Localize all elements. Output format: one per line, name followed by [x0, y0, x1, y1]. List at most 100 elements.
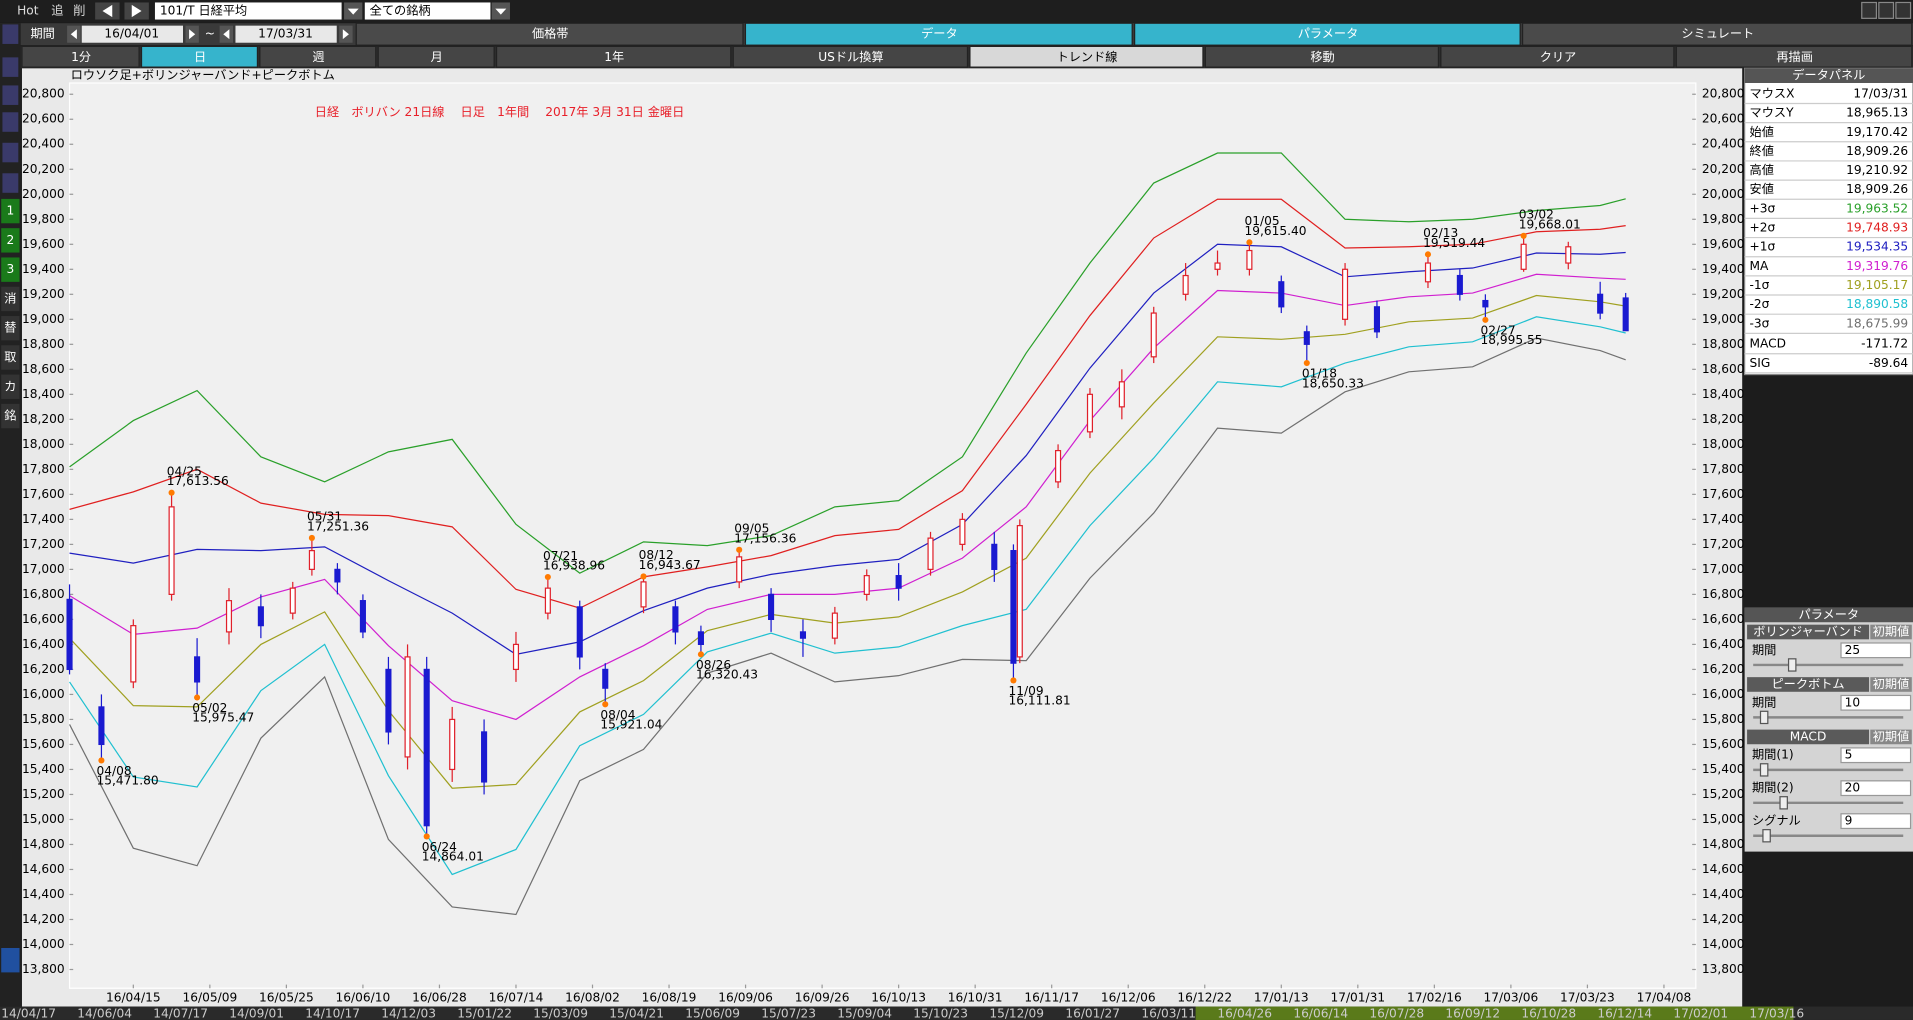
- symbol-combo[interactable]: [154, 2, 342, 20]
- y-tick-label-right: 13,800: [1702, 962, 1745, 976]
- candle-body: [959, 518, 966, 545]
- slider-thumb[interactable]: [1787, 658, 1797, 672]
- sidebar-button[interactable]: [1, 316, 20, 341]
- toolbar-button[interactable]: [1675, 45, 1913, 68]
- timeline-label: 14/04/17: [1, 1006, 56, 1020]
- y-tick-label-right: 20,400: [1702, 137, 1745, 151]
- data-row-value: 18,890.58: [1846, 297, 1908, 311]
- y-tick-label: 18,800: [22, 337, 65, 351]
- peak-price: 15,975.47: [192, 711, 254, 725]
- data-row-label: -1σ: [1750, 278, 1770, 292]
- section-name: ピークボトム: [1772, 677, 1845, 691]
- sidebar-button[interactable]: [1, 286, 20, 312]
- sidebar-button[interactable]: [1, 257, 20, 282]
- candle-body: [257, 606, 264, 627]
- sidebar-icon[interactable]: [2, 173, 19, 193]
- next-icon: [131, 4, 142, 18]
- toolbar-button-label: 日: [194, 50, 206, 64]
- sidebar-icon[interactable]: [2, 142, 19, 163]
- peak-price: 14,864.01: [422, 850, 484, 864]
- slider-thumb[interactable]: [1759, 763, 1769, 777]
- sidebar-icon[interactable]: [2, 57, 19, 77]
- toolbar-button[interactable]: [377, 45, 495, 68]
- y-tick-label-right: 20,800: [1702, 87, 1745, 101]
- toolbar-button[interactable]: [1204, 45, 1440, 68]
- toolbar-button-label: 週: [312, 50, 324, 64]
- param-input[interactable]: [1840, 642, 1912, 659]
- param-input[interactable]: [1840, 747, 1912, 764]
- reset-button[interactable]: [1870, 624, 1912, 640]
- tab[interactable]: [1521, 22, 1913, 46]
- sidebar-icon[interactable]: [2, 112, 19, 132]
- hot-button[interactable]: Hot: [17, 4, 39, 18]
- tab[interactable]: [1134, 22, 1521, 46]
- x-tick-label: 16/10/31: [948, 991, 1003, 1005]
- sidebar-icon[interactable]: [2, 24, 19, 44]
- candle-body: [927, 537, 934, 570]
- date-step-icon: [223, 29, 230, 40]
- sidebar-button[interactable]: [1, 403, 20, 429]
- window-button[interactable]: [1861, 1, 1878, 19]
- toolbar-button-label: 1年: [604, 50, 624, 64]
- tab[interactable]: [744, 22, 1133, 46]
- x-tick-label: 16/09/26: [795, 991, 850, 1005]
- sidebar-icon[interactable]: [2, 85, 19, 105]
- sidebar-label: 消: [4, 291, 16, 305]
- sidebar-label: 替: [4, 321, 16, 335]
- candle-body: [736, 556, 743, 583]
- candle-body: [194, 656, 201, 683]
- tab[interactable]: [355, 22, 744, 46]
- slider-thumb[interactable]: [1779, 796, 1788, 810]
- timeline-label: 16/12/14: [1597, 1006, 1652, 1020]
- y-tick-label: 19,000: [22, 312, 65, 326]
- data-row-value: -89.64: [1869, 356, 1909, 370]
- sidebar-button[interactable]: [1, 198, 20, 224]
- slider-thumb[interactable]: [1759, 710, 1769, 725]
- candle-body: [1182, 274, 1189, 295]
- sidebar-button[interactable]: [1, 374, 20, 399]
- candle-body: [168, 506, 175, 595]
- reset-button[interactable]: [1870, 729, 1912, 745]
- toolbar-button[interactable]: [969, 45, 1204, 68]
- y-tick-label-right: 15,200: [1702, 787, 1745, 801]
- param-input[interactable]: [1840, 813, 1912, 830]
- candle-body: [225, 600, 233, 633]
- sidebar-button[interactable]: [1, 345, 20, 370]
- toolbar-button[interactable]: [495, 45, 732, 68]
- toolbar-button[interactable]: [1440, 45, 1675, 68]
- peak-price: 17,251.36: [307, 519, 369, 533]
- slider-thumb[interactable]: [1762, 829, 1771, 843]
- param-input[interactable]: [1840, 694, 1912, 711]
- universe-combo[interactable]: [364, 2, 491, 20]
- data-row-label: -3σ: [1750, 316, 1770, 330]
- reset-button[interactable]: [1870, 677, 1912, 692]
- data-row-label: MACD: [1750, 337, 1787, 351]
- y-tick-label-right: 14,600: [1702, 862, 1745, 876]
- data-row-value: 18,909.26: [1846, 182, 1908, 196]
- reset-label: 初期値: [1873, 676, 1910, 691]
- section-header: [1747, 729, 1870, 745]
- window-button[interactable]: [1878, 1, 1895, 19]
- y-tick-label: 20,200: [22, 162, 65, 176]
- x-tick-label: 17/04/08: [1637, 991, 1692, 1005]
- timeline-label: 16/10/28: [1521, 1006, 1576, 1020]
- data-row-label: +3σ: [1750, 201, 1776, 215]
- toolbar-button[interactable]: [259, 45, 377, 68]
- toolbar-button[interactable]: [732, 45, 969, 68]
- candle-body: [544, 587, 551, 614]
- date-to[interactable]: [235, 25, 337, 43]
- param-input[interactable]: [1840, 780, 1912, 797]
- sidebar-icon[interactable]: [1, 947, 20, 973]
- timeline-label: 15/04/21: [609, 1006, 664, 1020]
- toolbar-button[interactable]: [140, 45, 259, 68]
- add-button[interactable]: 追: [51, 3, 63, 18]
- delete-button[interactable]: 削: [73, 4, 85, 18]
- window-button[interactable]: [1895, 1, 1912, 19]
- peak-price: 15,471.80: [97, 774, 159, 788]
- peak-price: 17,613.56: [167, 474, 229, 488]
- date-from[interactable]: [81, 25, 184, 43]
- sidebar-button[interactable]: [1, 228, 20, 253]
- toolbar-button[interactable]: [21, 45, 140, 68]
- y-tick-label-right: 14,200: [1702, 912, 1745, 926]
